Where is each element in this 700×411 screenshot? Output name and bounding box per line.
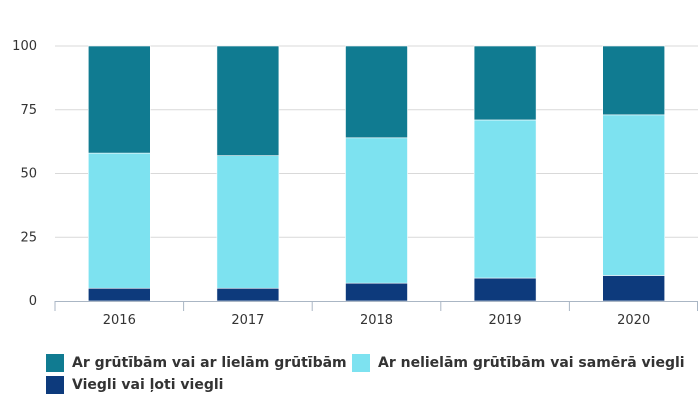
legend-item-moderate[interactable]: Ar nelielām grūtībām vai samērā viegli [352,354,685,372]
bars [88,45,666,302]
bar-2019-series-0[interactable] [473,277,537,302]
legend-label-moderate: Ar nelielām grūtībām vai samērā viegli [378,355,685,371]
legend-label-easy: Viegli vai ļoti viegli [72,377,224,393]
y-tick-label: 100 [12,39,37,54]
legend-item-easy[interactable]: Viegli vai ļoti viegli [46,376,223,394]
x-axis [54,301,698,311]
legend-swatch-hard [46,354,64,372]
bar-2016-series-1[interactable] [88,152,151,289]
x-tick-label: 2018 [360,313,393,328]
bar-2018-series-0[interactable] [345,282,408,302]
y-tick-label: 0 [29,294,37,309]
bar-2016-series-0[interactable] [88,287,151,302]
y-axis-ticks: 0 25 50 75 100 [12,39,37,309]
bar-2020-series-2[interactable] [602,45,666,116]
y-tick-label: 25 [20,230,37,245]
bar-2017-series-0[interactable] [216,287,280,302]
x-tick-label: 2017 [231,313,264,328]
x-tick-label: 2016 [103,313,136,328]
bar-2017-series-2[interactable] [216,45,280,156]
bar-2019-series-1[interactable] [473,119,537,279]
bar-2018-series-1[interactable] [345,137,408,284]
bar-2019-series-2[interactable] [473,45,537,121]
x-tick-label: 2019 [489,313,522,328]
x-axis-ticks: 2016 2017 2018 2019 2020 [103,313,650,328]
legend-swatch-moderate [352,354,370,372]
x-tick-label: 2020 [617,313,650,328]
bar-2020-series-0[interactable] [602,275,666,302]
legend-item-hard[interactable]: Ar grūtībām vai ar lielām grūtībām [46,354,347,372]
bar-2016-series-2[interactable] [88,45,151,154]
y-tick-label: 50 [20,167,37,182]
legend-label-hard: Ar grūtībām vai ar lielām grūtībām [72,355,347,371]
legend-swatch-easy [46,376,64,394]
y-tick-label: 75 [20,103,37,118]
legend: Ar grūtībām vai ar lielām grūtībām Ar ne… [0,348,700,408]
bar-2020-series-1[interactable] [602,114,666,276]
bar-2018-series-2[interactable] [345,45,408,139]
bar-2017-series-1[interactable] [216,155,280,289]
